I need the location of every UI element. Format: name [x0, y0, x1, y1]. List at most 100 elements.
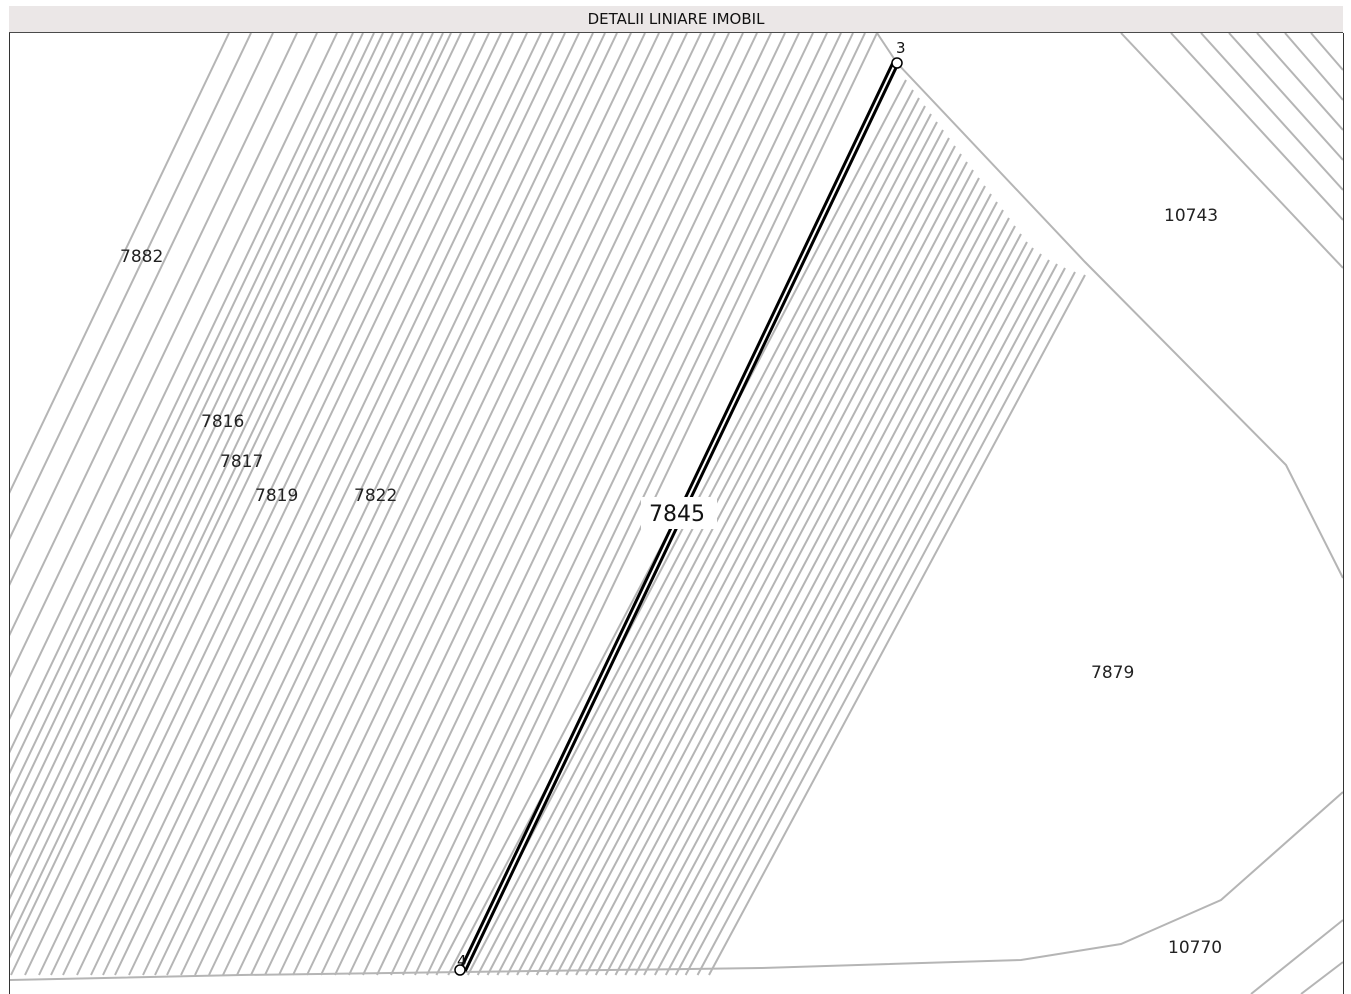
parcel-boundary — [10, 33, 414, 879]
parcel-boundary — [624, 233, 1022, 976]
parcel-boundary — [526, 153, 962, 976]
parcel-boundary — [457, 97, 920, 976]
parcel-boundary — [10, 33, 230, 494]
parcel-boundary — [236, 33, 688, 976]
panel-header: DETALII LINIARE IMOBIL — [9, 6, 1343, 33]
parcel-boundary — [414, 33, 866, 976]
parcel-boundary — [1228, 33, 1343, 161]
parcel-boundary — [348, 33, 800, 976]
parcel-boundary — [476, 113, 932, 976]
vertex-marker-3[interactable] — [891, 57, 903, 69]
parcel-boundary — [278, 33, 730, 976]
parcel-boundary — [10, 33, 252, 540]
parcel-boundary — [643, 247, 1034, 976]
parcel-boundary — [10, 33, 318, 678]
parcel-boundary — [402, 33, 854, 976]
parcel-boundary — [250, 33, 702, 976]
parcel-boundary — [696, 271, 1076, 976]
parcel-boundary — [166, 33, 618, 976]
parcel-boundary — [496, 129, 944, 976]
parcel-boundary — [362, 33, 814, 976]
parcel-boundary — [114, 33, 566, 976]
parcel-boundary — [102, 33, 554, 976]
parcel-boundary — [10, 791, 1343, 981]
panel-title: DETALII LINIARE IMOBIL — [587, 10, 765, 28]
parcel-boundary — [575, 193, 992, 976]
parcel-boundary — [222, 33, 674, 976]
cadastral-map[interactable]: 3 4 7882 7816 7817 7819 7822 7845 10743 … — [9, 33, 1344, 994]
parcel-label-7879: 7879 — [1091, 663, 1134, 683]
parcel-boundary — [634, 241, 1028, 976]
parcel-boundary — [10, 33, 424, 900]
parcel-boundary — [545, 169, 974, 976]
parcel-boundary — [180, 33, 632, 976]
parcel-boundary — [306, 33, 758, 976]
parcel-boundary — [1310, 33, 1343, 71]
parcel-boundary — [142, 33, 594, 976]
parcel-boundary — [154, 33, 606, 976]
parcel-boundary — [264, 33, 716, 976]
parcel-label-7817: 7817 — [220, 452, 263, 472]
parcel-boundary — [555, 177, 980, 976]
parcel-label-10743: 10743 — [1164, 206, 1218, 226]
parcel-boundary — [486, 121, 938, 976]
parcel-boundary — [10, 33, 384, 817]
parcel-boundary — [10, 33, 394, 838]
parcel-boundary — [1284, 33, 1343, 101]
parcel-boundary — [535, 161, 968, 976]
parcel-boundary — [664, 259, 1050, 976]
parcel-boundary — [24, 33, 476, 976]
vertex-label-top: 3 — [896, 39, 906, 57]
parcel-boundary — [674, 263, 1058, 976]
parcel-boundary — [10, 33, 375, 798]
parcel-boundary — [466, 105, 926, 976]
parcel-boundary — [62, 33, 514, 976]
parcel-label-7819: 7819 — [255, 486, 298, 506]
parcel-boundary — [38, 33, 490, 976]
parcel-boundary — [10, 33, 434, 921]
parcel-boundary — [708, 274, 1086, 976]
parcel-boundary — [594, 209, 1004, 976]
parcel-label-7816: 7816 — [201, 412, 244, 432]
parcel-boundary — [565, 185, 986, 976]
parcel-boundaries — [10, 33, 1343, 994]
map-canvas[interactable]: 3 4 7882 7816 7817 7819 7822 7845 10743 … — [10, 33, 1343, 994]
parcel-boundary — [1170, 33, 1343, 221]
parcel-boundary — [10, 33, 364, 775]
parcel-label-10770: 10770 — [1168, 938, 1222, 958]
parcel-boundary — [1200, 33, 1343, 191]
parcel-boundary — [194, 33, 646, 976]
parcel-boundary — [10, 33, 462, 976]
parcel-boundary — [334, 33, 786, 976]
parcel-label-7882: 7882 — [120, 247, 163, 267]
parcel-boundary — [876, 33, 1343, 579]
parcel-boundary — [208, 33, 660, 976]
parcel-boundary — [447, 89, 914, 976]
parcel-label-7845: 7845 — [649, 502, 705, 527]
parcel-boundary — [90, 33, 542, 976]
label-backing — [641, 497, 717, 529]
parcel-boundary — [50, 33, 502, 976]
parcel-boundary — [516, 145, 956, 976]
parcel-boundary — [654, 253, 1042, 976]
parcel-boundary — [506, 137, 950, 976]
parcel-boundary — [1256, 33, 1343, 131]
parcel-boundary — [1300, 961, 1343, 994]
parcel-boundary — [292, 33, 744, 976]
parcel-boundary — [585, 201, 998, 976]
parcel-boundary — [10, 33, 452, 959]
vertex-marker-4[interactable] — [454, 964, 466, 976]
parcel-boundary — [1250, 919, 1343, 994]
parcel-boundary — [10, 33, 404, 858]
parcel-boundary — [614, 225, 1016, 976]
parcel-boundary — [76, 33, 528, 976]
parcel-boundary — [10, 33, 444, 942]
parcel-boundary — [128, 33, 580, 976]
parcel-boundary — [390, 33, 842, 976]
parcel-boundary — [684, 267, 1066, 976]
parcel-boundary — [1120, 33, 1343, 269]
parcel-boundary — [10, 33, 354, 754]
parcel-label-7822: 7822 — [354, 486, 397, 506]
parcel-boundary — [10, 33, 298, 637]
parcel-boundary — [10, 33, 338, 720]
